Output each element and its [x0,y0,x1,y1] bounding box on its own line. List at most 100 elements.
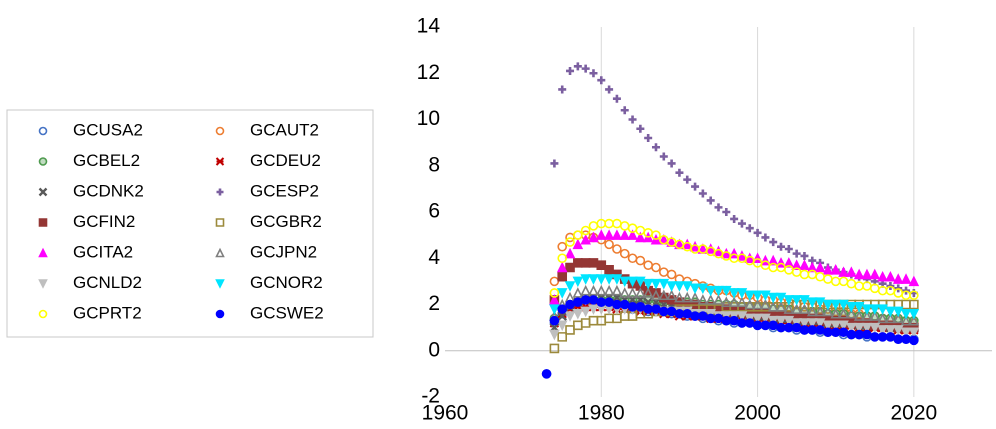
data-point [823,274,833,284]
data-point [760,298,771,310]
data-point [635,302,646,312]
legend-marker [215,247,225,258]
y-tick-label: 8 [428,153,440,176]
legend-label: GCPRT2 [73,303,142,322]
data-point [549,294,560,305]
data-point [736,288,748,299]
data-point [815,271,825,282]
data-point [713,313,724,324]
data-point [783,315,795,327]
data-point [791,322,802,333]
data-point [885,312,896,324]
data-point [814,297,826,308]
data-point [588,258,599,268]
data-point [643,304,653,314]
data-point [869,322,881,334]
data-point [666,289,677,301]
data-point [667,159,676,168]
data-point [565,325,575,335]
data-point [892,306,904,318]
data-point [627,287,638,298]
data-point [869,268,881,280]
data-point [706,196,715,205]
data-point [682,308,693,319]
data-point [666,281,677,292]
data-point [549,276,560,287]
data-point [635,287,646,298]
data-point [550,159,559,168]
legend-label: GCDNK2 [73,181,144,200]
data-point [822,264,834,275]
data-point [885,325,896,336]
data-point [721,296,732,307]
data-point [666,269,677,280]
data-point [869,283,880,294]
data-point [589,69,598,78]
data-point [885,332,896,342]
data-point [853,310,865,321]
data-point [775,301,787,312]
data-point [769,238,778,247]
data-point [549,315,560,326]
data-point [604,313,614,324]
data-point [869,332,880,342]
data-point [745,224,754,233]
data-point [698,189,707,198]
data-point [800,251,809,260]
legend-marker [215,309,225,319]
data-point [627,302,638,312]
data-point [760,320,771,331]
data-point [588,274,599,285]
data-point [549,329,560,341]
data-point [557,271,568,282]
data-point [893,334,904,344]
data-point [580,258,591,268]
data-point [619,248,630,259]
data-point [736,250,748,261]
data-point [846,329,857,340]
data-point [604,297,614,307]
data-point [814,318,826,329]
data-point [838,307,849,319]
data-point [580,274,591,285]
data-point [596,297,607,307]
legend-label: GCBEL2 [73,151,140,170]
data-point [753,228,762,237]
data-point [612,218,622,229]
data-point [901,334,911,344]
y-tick-label: 0 [428,338,440,361]
data-point [619,221,630,231]
x-tick-label: 2000 [734,402,781,425]
data-point [697,283,709,295]
data-point [806,261,818,273]
data-point [853,268,865,280]
data-point [877,332,888,342]
data-point [549,343,560,354]
data-point [565,262,575,273]
y-tick-label: 2 [428,292,440,315]
data-point [909,299,919,310]
data-point [908,275,920,287]
data-point [861,304,873,315]
data-point [806,318,818,329]
y-tick-label: 12 [417,61,440,84]
data-point [690,311,700,321]
data-point [557,332,568,342]
legend-label: GCNOR2 [250,273,323,292]
data-point [729,315,739,326]
data-point [644,134,653,142]
data-point [760,313,771,325]
data-point [556,288,568,299]
data-point [885,270,896,282]
data-point [651,143,660,152]
y-tick-label: 10 [417,107,440,130]
data-point [627,229,638,240]
data-point [806,305,818,317]
data-point [776,322,786,333]
data-point [697,294,709,305]
data-point [713,245,724,257]
data-point [869,310,881,321]
data-point [861,310,873,321]
data-point [681,281,693,292]
